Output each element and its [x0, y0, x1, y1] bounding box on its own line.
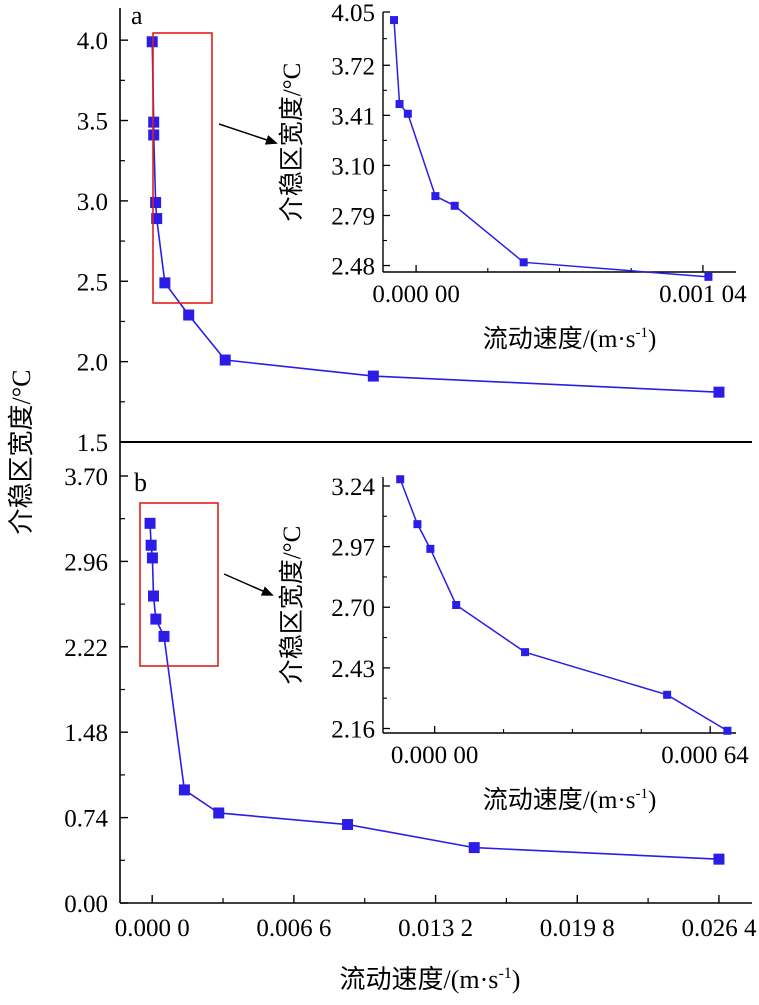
inset-y-tick-label: 2.79	[331, 203, 375, 230]
x-tick-label: 0.006 6	[256, 915, 331, 942]
data-point	[159, 277, 171, 289]
inset-x-tick-label: 0.000 00	[372, 281, 460, 308]
inset-data-point	[426, 544, 435, 553]
data-point	[145, 539, 157, 551]
data-point	[178, 784, 190, 796]
inset-y-tick-label: 2.16	[331, 717, 375, 744]
callout-arrow	[218, 123, 278, 145]
x-tick-label: 0.026 4	[681, 915, 757, 942]
data-point	[147, 590, 159, 602]
inset-data-point	[403, 109, 412, 118]
x-axis-label: 流动速度/(m·s-1)	[340, 965, 521, 994]
inset-y-axis-label: 介稳区宽度/°C	[278, 526, 306, 685]
inset-x-tick-label: 0.001 04	[659, 281, 747, 308]
inset-data-point	[519, 258, 528, 267]
y-tick-label: 2.96	[64, 549, 108, 576]
data-point	[213, 807, 225, 819]
x-tick-label: 0.000 0	[115, 915, 190, 942]
y-tick-label: 0.00	[64, 891, 108, 918]
inset-data-point	[450, 201, 459, 210]
data-point	[713, 386, 725, 398]
data-point	[150, 613, 162, 625]
inset-y-tick-label: 3.10	[331, 153, 375, 180]
inset-y-tick-label: 3.24	[331, 474, 375, 501]
panel-label: a	[131, 1, 143, 30]
data-point	[367, 370, 379, 382]
y-tick-label: 0.74	[64, 806, 108, 833]
highlight-box	[152, 32, 213, 304]
highlight-box	[139, 502, 219, 667]
inset-data-point	[663, 690, 672, 699]
inset-data-point	[396, 475, 405, 484]
inset-x-tick-label: 0.000 00	[391, 742, 479, 769]
inset-data-point	[723, 726, 732, 735]
inset-x-tick-label: 0.000 64	[661, 742, 749, 769]
inset-data-point	[452, 601, 461, 609]
data-point	[150, 196, 162, 208]
inset-series-line	[399, 478, 728, 732]
inset-y-tick-label: 2.43	[331, 656, 375, 683]
inset-data-point	[704, 272, 713, 281]
y-tick-label: 2.5	[77, 269, 108, 296]
y-tick-label: 3.70	[64, 464, 108, 491]
inset-y-tick-label: 2.48	[331, 254, 375, 281]
inset-data-point	[413, 520, 422, 529]
inset-b: 2.16 2.43 2.70 2.97 3.24 0.000 00 0.000 64 介稳区宽…	[278, 474, 749, 814]
inset-y-tick-label: 4.05	[331, 0, 375, 27]
inset-data-point	[390, 16, 399, 25]
data-point	[713, 853, 725, 865]
inset-x-axis-label: 流动速度/(m·s-1)	[483, 325, 657, 353]
data-point	[144, 517, 156, 529]
inset-y-tick-label: 2.70	[331, 595, 375, 622]
x-tick-label: 0.013 2	[398, 915, 473, 942]
x-tick-label: 0.019 8	[540, 915, 615, 942]
inset-y-tick-label: 3.41	[331, 103, 375, 130]
inset-x-axis-label: 流动速度/(m·s-1)	[483, 786, 657, 814]
data-point	[219, 354, 231, 366]
callout-arrow	[223, 573, 274, 596]
y-tick-label: 3.5	[77, 109, 108, 136]
y-axis-label: 介稳区宽度/°C	[7, 370, 36, 535]
y-tick-label: 2.0	[77, 350, 108, 377]
y-tick-label: 2.22	[64, 635, 108, 662]
y-tick-label: 3.0	[77, 189, 108, 216]
data-point	[146, 552, 158, 564]
y-tick-label: 1.5	[77, 430, 108, 457]
y-tick-label: 4.0	[77, 28, 108, 55]
inset-series-line	[393, 20, 709, 278]
data-point	[151, 213, 163, 225]
data-point	[183, 309, 195, 321]
y-tick-label: 1.48	[64, 720, 108, 747]
data-point	[342, 819, 354, 831]
data-point	[468, 842, 480, 854]
inset-y-axis-label: 介稳区宽度/°C	[278, 63, 306, 222]
inset-y-tick-label: 3.72	[331, 53, 375, 80]
inset-a: 2.48 2.79 3.10 3.41 3.72 4.05 0.000 00 0.001 04…	[278, 0, 747, 353]
inset-y-tick-label: 2.97	[331, 535, 375, 562]
inset-data-point	[431, 192, 440, 201]
panel-a: a 1.5 2.0 2.5 3.0 3.5 4.0 2.48 2.79 3.10 3.41 3.72 4…	[77, 0, 747, 457]
inset-data-point	[395, 100, 404, 109]
panel-b: b 0.00 0.74 1.48 2.22 2.96 3.70 0.000 0 0.006 6 0…	[64, 464, 757, 942]
data-point	[158, 630, 170, 642]
inset-data-point	[521, 648, 530, 657]
panel-label: b	[134, 468, 147, 497]
